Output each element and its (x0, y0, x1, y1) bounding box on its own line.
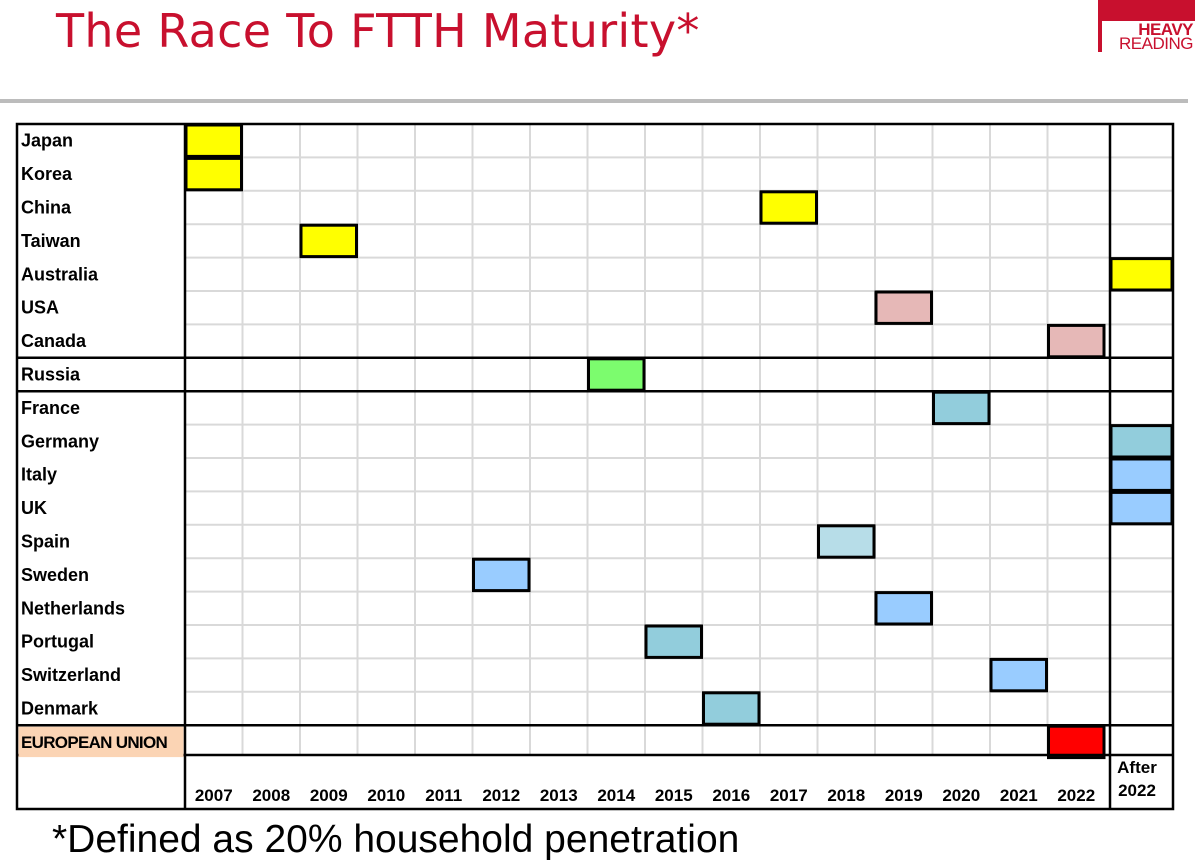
maturity-marker-spain (817, 524, 876, 559)
row-label: Taiwan (21, 231, 81, 251)
year-label: 2018 (827, 786, 865, 805)
maturity-marker-european-union (1047, 724, 1106, 760)
row-label: China (21, 198, 72, 218)
eu-label-background (18, 726, 184, 758)
table-border (15, 122, 1175, 811)
maturity-marker-france (932, 390, 991, 426)
row-label: Canada (21, 331, 87, 351)
row-label: Sweden (21, 565, 89, 585)
year-label: 2013 (540, 786, 578, 805)
row-label: Netherlands (21, 598, 125, 618)
maturity-marker-canada (1047, 323, 1106, 359)
year-label: 2017 (770, 786, 808, 805)
maturity-marker-usa (874, 290, 933, 325)
row-label: UK (21, 498, 47, 518)
table-frame (15, 122, 1175, 811)
maturity-marker-italy (1109, 457, 1174, 492)
row-label: Russia (21, 365, 81, 385)
row-label: Korea (21, 164, 73, 184)
row-label: Italy (21, 465, 57, 485)
maturity-marker-uk (1109, 490, 1174, 526)
year-label: 2015 (655, 786, 693, 805)
heavy-reading-logo: HEAVY READING (1098, 0, 1195, 52)
maturity-marker-korea (184, 156, 243, 192)
row-label: Japan (21, 131, 73, 151)
maturity-marker-china (759, 190, 818, 225)
year-label: 2019 (885, 786, 923, 805)
maturity-marker-portugal (644, 624, 703, 659)
maturity-marker-netherlands (874, 591, 933, 626)
year-label: 2022 (1057, 786, 1095, 805)
year-label: 2014 (597, 786, 635, 805)
maturity-marker-sweden (472, 557, 531, 593)
year-label: 2016 (712, 786, 750, 805)
row-label: Spain (21, 532, 70, 552)
year-label: 2007 (195, 786, 233, 805)
year-label: 2008 (252, 786, 290, 805)
year-label: 2011 (425, 786, 462, 805)
year-label: 2020 (942, 786, 980, 805)
row-labels: Japan Korea China Taiwan Australia USA Canada R… (18, 131, 184, 758)
year-labels: 2007 2008 2009 2010 2011 2012 2013 2014 2015 2016… (195, 758, 1157, 805)
maturity-marker-australia (1109, 257, 1174, 292)
row-label: Portugal (21, 632, 94, 652)
year-label: 2012 (482, 786, 520, 805)
maturity-marker-denmark (702, 691, 761, 726)
logo-line-2: READING (1119, 33, 1193, 53)
row-label: France (21, 398, 80, 418)
year-label: 2022 (1118, 781, 1156, 800)
year-label: 2009 (310, 786, 348, 805)
maturity-marker-germany (1109, 424, 1174, 459)
maturity-marker-japan (184, 123, 243, 158)
slide-title: The Race To FTTH Maturity* (56, 4, 700, 58)
maturity-markers (184, 123, 1174, 760)
title-divider (0, 99, 1188, 103)
row-label: Denmark (21, 699, 99, 719)
logo-line-1: HEAVY (1138, 19, 1193, 39)
row-label: USA (21, 298, 59, 318)
footnote: *Defined as 20% household penetration (52, 818, 740, 861)
maturity-marker-russia (587, 357, 646, 392)
row-label: Australia (21, 264, 99, 284)
maturity-marker-switzerland (989, 657, 1048, 693)
row-label: Germany (21, 431, 99, 451)
row-label: EUROPEAN UNION (21, 733, 167, 752)
year-label: 2010 (367, 786, 405, 805)
maturity-marker-taiwan (299, 223, 358, 259)
year-label: 2021 (1000, 786, 1038, 805)
row-label: Switzerland (21, 665, 121, 685)
year-label: After (1117, 758, 1157, 777)
